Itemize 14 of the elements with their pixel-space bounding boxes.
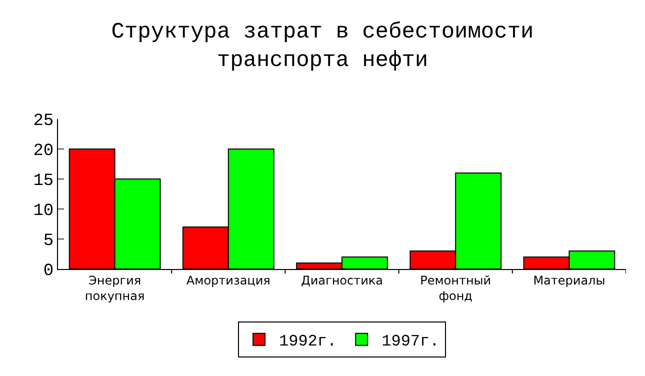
x-tick-label: Диагностика	[300, 273, 384, 288]
legend-label: 1992г.	[279, 332, 337, 351]
chart-title: Структура затрат в себестоимости транспорта нефти	[111, 20, 534, 74]
x-tick-label: Амортизация	[186, 273, 270, 288]
y-tick-label: 15	[33, 172, 54, 191]
x-tick-label: Энергия покупная	[84, 273, 145, 303]
legend-label: 1997г.	[382, 332, 440, 351]
y-tick-label: 0	[43, 262, 54, 281]
x-tick-label: Материалы	[533, 273, 606, 288]
y-tick-label: 5	[43, 232, 54, 251]
y-tick-label: 25	[33, 112, 54, 131]
x-tick-label: Ремонтный фонд	[420, 273, 492, 303]
y-tick-label: 20	[33, 142, 54, 161]
y-tick-label: 10	[33, 202, 54, 221]
